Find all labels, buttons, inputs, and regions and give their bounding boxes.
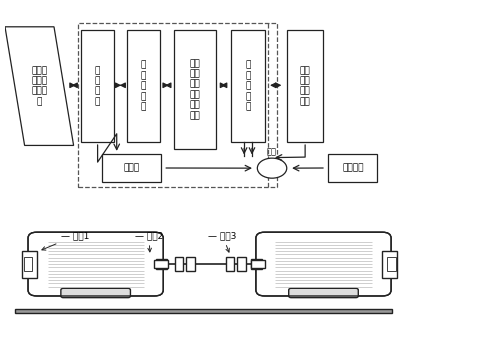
FancyBboxPatch shape (287, 30, 324, 142)
Polygon shape (5, 27, 73, 146)
Text: — 测点1: — 测点1 (42, 231, 90, 250)
FancyBboxPatch shape (382, 251, 397, 278)
Text: 小
波
包
分
析: 小 波 包 分 析 (140, 61, 146, 112)
Text: 权
值
的
训
练: 权 值 的 训 练 (246, 61, 250, 112)
Circle shape (258, 158, 287, 178)
Text: 实际情况: 实际情况 (342, 163, 363, 173)
Text: 进行
故障
诊断
分析: 进行 故障 诊断 分析 (300, 66, 310, 106)
FancyBboxPatch shape (102, 154, 161, 182)
Text: 数据库: 数据库 (124, 163, 140, 173)
FancyBboxPatch shape (251, 259, 262, 269)
Text: — 测点2: — 测点2 (135, 231, 163, 252)
FancyBboxPatch shape (81, 30, 114, 142)
FancyBboxPatch shape (226, 257, 234, 271)
FancyBboxPatch shape (28, 232, 164, 296)
FancyBboxPatch shape (154, 260, 168, 268)
FancyBboxPatch shape (232, 30, 264, 142)
Text: — 测点3: — 测点3 (208, 231, 236, 252)
FancyBboxPatch shape (288, 288, 358, 298)
FancyBboxPatch shape (61, 288, 130, 298)
FancyBboxPatch shape (186, 257, 195, 271)
FancyBboxPatch shape (15, 309, 392, 313)
FancyBboxPatch shape (328, 154, 378, 182)
FancyBboxPatch shape (24, 257, 32, 271)
Text: 反馈: 反馈 (267, 147, 277, 157)
Text: 数
据
采
集: 数 据 采 集 (95, 66, 100, 106)
FancyBboxPatch shape (251, 260, 264, 268)
FancyBboxPatch shape (174, 30, 216, 149)
FancyBboxPatch shape (126, 30, 160, 142)
Text: 内环、
外环滚
动体故
障: 内环、 外环滚 动体故 障 (31, 66, 48, 106)
Text: 改进
的小
波神
经网
络输
入层: 改进 的小 波神 经网 络输 入层 (190, 59, 200, 120)
FancyBboxPatch shape (174, 257, 184, 271)
FancyBboxPatch shape (386, 257, 396, 271)
FancyBboxPatch shape (156, 259, 166, 269)
FancyBboxPatch shape (22, 251, 37, 278)
FancyBboxPatch shape (256, 232, 391, 296)
FancyBboxPatch shape (238, 257, 246, 271)
